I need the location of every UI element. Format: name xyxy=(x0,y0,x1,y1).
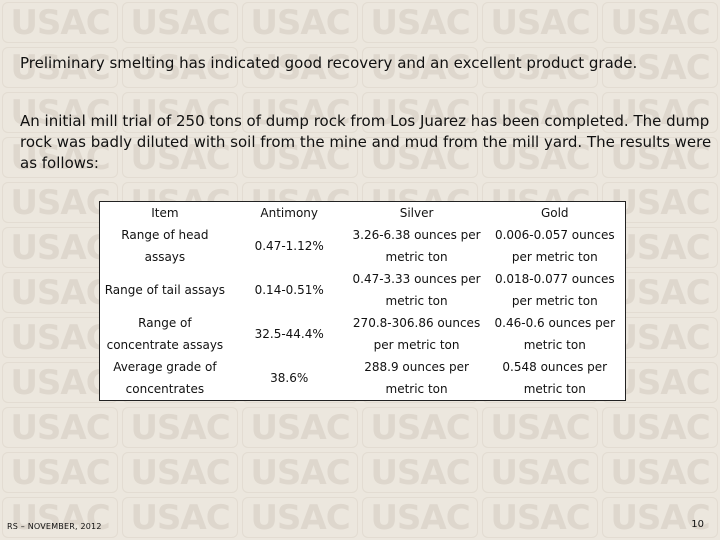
header-silver: Silver xyxy=(399,206,434,220)
antimony-cell: 38.6% xyxy=(270,371,309,385)
table-row: Average grade of concentrates 38.6% 288.… xyxy=(100,356,626,401)
watermark-logo: USAC xyxy=(2,47,118,88)
watermark-logo: USAC xyxy=(482,137,598,178)
watermark-logo: USAC xyxy=(602,362,718,403)
watermark-logo: USAC xyxy=(602,47,718,88)
watermark-logo: USAC xyxy=(2,2,118,43)
watermark-logo: USAC xyxy=(122,407,238,448)
gold-cell: 0.018-0.077 ounces per metric ton xyxy=(494,272,615,308)
watermark-logo: USAC xyxy=(482,2,598,43)
watermark-logo: USAC xyxy=(122,497,238,538)
watermark-logo: USAC xyxy=(362,47,478,88)
watermark-logo: USAC xyxy=(122,47,238,88)
watermark-logo: USAC xyxy=(2,407,118,448)
silver-cell: 0.47-3.33 ounces per metric ton xyxy=(352,272,481,308)
watermark-logo: USAC xyxy=(482,47,598,88)
header-antimony: Antimony xyxy=(260,206,318,220)
antimony-cell: 0.14-0.51% xyxy=(254,283,324,297)
slide-number: 10 xyxy=(691,519,704,530)
antimony-cell: 0.47-1.12% xyxy=(254,239,324,253)
row-item-cell: Range of tail assays xyxy=(104,283,226,297)
antimony-cell: 32.5-44.4% xyxy=(254,327,324,341)
watermark-logo: USAC xyxy=(602,452,718,493)
watermark-logo: USAC xyxy=(482,407,598,448)
watermark-logo: USAC xyxy=(602,182,718,223)
watermark-logo: USAC xyxy=(2,317,118,358)
watermark-logo: USAC xyxy=(482,497,598,538)
watermark-logo: USAC xyxy=(242,497,358,538)
watermark-logo: USAC xyxy=(242,407,358,448)
results-table: Item Antimony Silver Gold Range of head … xyxy=(99,201,626,401)
table-row: Range of concentrate assays 32.5-44.4% 2… xyxy=(100,312,626,356)
watermark-logo: USAC xyxy=(2,362,118,403)
watermark-logo: USAC xyxy=(122,137,238,178)
table-row: Range of head assays 0.47-1.12% 3.26-6.3… xyxy=(100,224,626,268)
watermark-logo: USAC xyxy=(602,272,718,313)
watermark-logo: USAC xyxy=(242,2,358,43)
table-row: Range of tail assays 0.14-0.51% 0.47-3.3… xyxy=(100,268,626,312)
watermark-logo: USAC xyxy=(2,497,118,538)
silver-cell: 288.9 ounces per metric ton xyxy=(364,360,469,396)
row-item-cell: Range of concentrate assays xyxy=(106,316,224,352)
watermark-logo: USAC xyxy=(2,227,118,268)
watermark-logo: USAC xyxy=(482,92,598,133)
watermark-logo: USAC xyxy=(362,407,478,448)
intro-paragraph: Preliminary smelting has indicated good … xyxy=(20,54,638,72)
watermark-logo: USAC xyxy=(362,137,478,178)
mill-trial-paragraph: An initial mill trial of 250 tons of dum… xyxy=(20,112,712,172)
header-item: Item xyxy=(151,206,179,220)
gold-cell: 0.46-0.6 ounces per metric ton xyxy=(494,316,615,352)
watermark-logo: USAC xyxy=(362,92,478,133)
watermark-logo: USAC xyxy=(122,2,238,43)
watermark-logo: USAC xyxy=(362,497,478,538)
gold-cell: 0.006-0.057 ounces per metric ton xyxy=(494,228,615,264)
silver-cell: 3.26-6.38 ounces per metric ton xyxy=(352,228,481,264)
watermark-logo: USAC xyxy=(362,2,478,43)
watermark-logo: USAC xyxy=(362,452,478,493)
row-item-cell: Range of head assays xyxy=(121,228,209,264)
footer-date: RS – NOVEMBER, 2012 xyxy=(7,522,102,531)
watermark-logo: USAC xyxy=(122,92,238,133)
watermark-logo: USAC xyxy=(2,272,118,313)
watermark-logo: USAC xyxy=(242,47,358,88)
watermark-logo: USAC xyxy=(122,452,238,493)
watermark-logo: USAC xyxy=(242,452,358,493)
watermark-logo: USAC xyxy=(602,137,718,178)
watermark-logo: USAC xyxy=(2,452,118,493)
watermark-logo: USAC xyxy=(242,137,358,178)
watermark-logo: USAC xyxy=(242,92,358,133)
watermark-logo: USAC xyxy=(2,137,118,178)
gold-cell: 0.548 ounces per metric ton xyxy=(502,360,608,396)
watermark-logo: USAC xyxy=(602,407,718,448)
watermark-logo: USAC xyxy=(2,92,118,133)
watermark-logo: USAC xyxy=(602,497,718,538)
header-gold: Gold xyxy=(540,206,569,220)
watermark-logo: USAC xyxy=(602,2,718,43)
row-item-cell: Average grade of concentrates xyxy=(113,360,217,396)
table-header-row: Item Antimony Silver Gold xyxy=(100,202,626,225)
watermark-logo: USAC xyxy=(602,92,718,133)
silver-cell: 270.8-306.86 ounces per metric ton xyxy=(352,316,481,352)
watermark-logo: USAC xyxy=(482,452,598,493)
